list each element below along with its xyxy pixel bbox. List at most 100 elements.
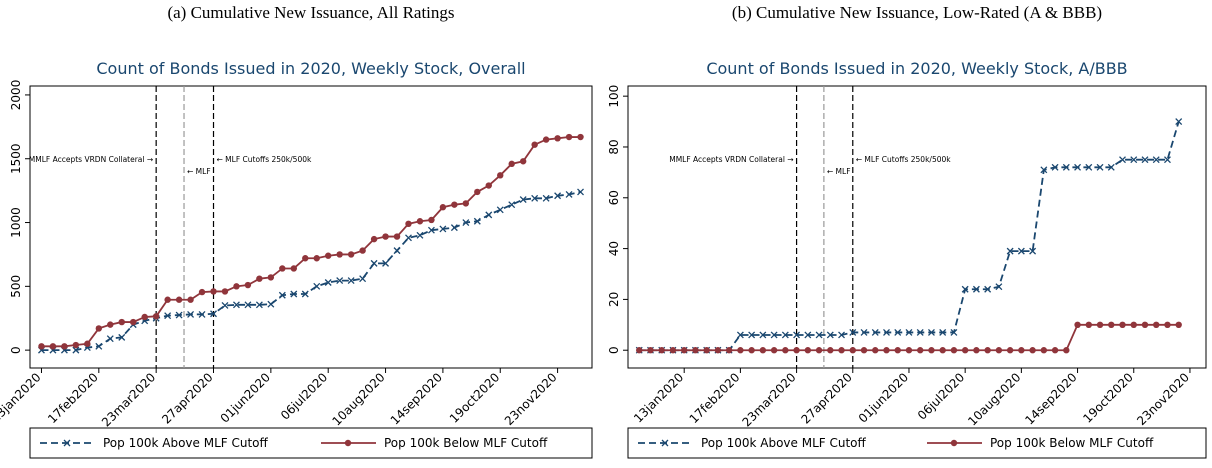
x-tick-label: 14sep2020 xyxy=(388,370,445,427)
marker xyxy=(347,251,355,258)
marker xyxy=(669,347,677,354)
marker xyxy=(883,347,890,354)
marker xyxy=(1096,163,1104,171)
marker xyxy=(748,331,756,339)
plot-frame xyxy=(627,85,1207,369)
marker xyxy=(278,291,286,299)
marker xyxy=(950,347,958,354)
marker xyxy=(508,160,515,168)
event-label: ← MLF Cutoffs 250k/500k xyxy=(856,155,951,164)
marker xyxy=(95,342,103,350)
marker xyxy=(1062,163,1070,171)
marker xyxy=(1119,321,1126,329)
marker xyxy=(393,247,401,255)
marker xyxy=(1130,321,1137,329)
marker xyxy=(450,224,458,232)
marker xyxy=(428,216,435,224)
marker xyxy=(370,235,378,243)
marker xyxy=(279,265,286,272)
marker xyxy=(1074,321,1081,329)
marker xyxy=(531,194,539,202)
marker xyxy=(984,347,991,354)
marker xyxy=(894,328,902,336)
marker xyxy=(736,331,744,339)
marker xyxy=(221,288,229,295)
marker xyxy=(95,325,103,332)
marker xyxy=(324,279,332,286)
marker xyxy=(972,285,980,293)
marker xyxy=(927,328,935,336)
marker xyxy=(427,226,435,234)
marker xyxy=(531,141,538,148)
x-tick-label: 01jun2020 xyxy=(218,370,273,425)
marker xyxy=(485,211,493,219)
legend-label: Pop 100k Below MLF Cutoff xyxy=(990,436,1154,450)
marker xyxy=(894,347,901,354)
marker xyxy=(370,259,378,267)
x-tick-label: 23nov2020 xyxy=(502,370,560,428)
marker xyxy=(232,301,240,309)
marker xyxy=(827,347,834,354)
legend-label: Pop 100k Above MLF Cutoff xyxy=(103,436,269,450)
marker xyxy=(336,251,343,258)
marker xyxy=(1006,347,1014,354)
x-tick-label: 23nov2020 xyxy=(1134,370,1192,428)
marker xyxy=(107,321,114,328)
chart-panel: (b) Cumulative New Issuance, Low-Rated (… xyxy=(607,3,1207,459)
x-tick-label: 23mar2020 xyxy=(99,370,158,429)
marker xyxy=(826,331,834,339)
marker xyxy=(38,343,45,350)
marker xyxy=(565,191,573,198)
marker xyxy=(849,347,856,354)
marker xyxy=(577,188,584,196)
marker xyxy=(849,328,857,336)
marker xyxy=(256,275,263,282)
marker xyxy=(72,341,80,349)
marker xyxy=(152,313,160,320)
marker xyxy=(928,347,935,354)
marker xyxy=(382,233,389,240)
event-label: ← MLF Cutoffs 250k/500k xyxy=(217,155,312,164)
series-line xyxy=(41,136,581,348)
marker xyxy=(63,439,71,447)
marker xyxy=(336,277,344,285)
marker xyxy=(577,133,584,141)
marker xyxy=(313,255,320,262)
marker xyxy=(347,277,355,285)
marker xyxy=(815,347,823,354)
y-tick-label: 20 xyxy=(607,292,621,307)
marker xyxy=(804,347,812,354)
marker xyxy=(905,328,913,336)
marker xyxy=(61,343,68,350)
marker xyxy=(759,331,767,339)
marker xyxy=(838,331,845,339)
y-tick-label: 100 xyxy=(607,85,621,108)
chart-title: Count of Bonds Issued in 2020, Weekly St… xyxy=(706,59,1127,78)
marker xyxy=(393,233,401,240)
marker xyxy=(782,347,789,354)
x-tick-label: 19oct2020 xyxy=(447,370,502,425)
marker xyxy=(636,347,643,354)
marker xyxy=(267,274,275,281)
marker xyxy=(905,347,913,354)
x-tick-label: 13jan2020 xyxy=(631,370,686,425)
marker xyxy=(1040,166,1048,174)
marker xyxy=(439,204,447,211)
marker xyxy=(1164,156,1171,164)
y-tick-label: 40 xyxy=(607,241,621,256)
marker xyxy=(961,347,969,354)
marker xyxy=(917,347,924,354)
marker xyxy=(883,328,890,336)
marker xyxy=(106,335,114,343)
marker xyxy=(302,255,309,262)
x-tick-label: 27apr2020 xyxy=(799,370,855,426)
marker xyxy=(462,219,470,226)
marker xyxy=(474,188,481,196)
marker xyxy=(84,340,91,347)
marker xyxy=(244,301,252,309)
y-tick-label: 2000 xyxy=(9,80,23,111)
marker xyxy=(995,347,1003,354)
marker xyxy=(290,290,298,298)
x-tick-label: 17feb2020 xyxy=(687,370,743,426)
